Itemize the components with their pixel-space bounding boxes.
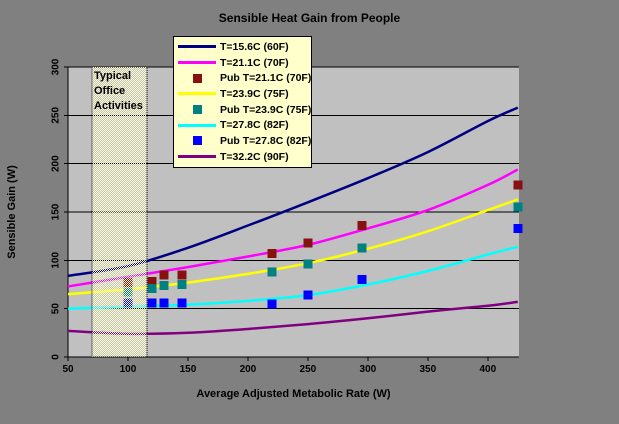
typical-office-activities-band[interactable] <box>91 66 148 358</box>
x-tick-label: 200 <box>240 364 257 375</box>
y-tick-label: 300 <box>51 58 62 75</box>
series-line-T=15.6C (60F)[interactable] <box>67 106 519 278</box>
series-marker-Pub T=23.9C (75F)[interactable] <box>147 283 157 293</box>
x-tick-label: 250 <box>300 364 317 375</box>
series-marker-Pub T=21.1C (70F)[interactable] <box>267 249 277 259</box>
series-marker-Pub T=27.8C (82F)[interactable] <box>513 223 523 233</box>
legend-label: Pub T=23.9C (75F) <box>220 103 312 116</box>
series-marker-Pub T=21.1C (70F)[interactable] <box>513 180 523 190</box>
series-marker-Pub T=27.8C (82F)[interactable] <box>303 290 313 300</box>
legend-label: T=15.6C (60F) <box>220 40 289 53</box>
y-tick-label: 250 <box>51 107 62 124</box>
series-marker-Pub T=21.1C (70F)[interactable] <box>357 221 367 231</box>
legend-line-swatch <box>174 123 220 127</box>
series-marker-Pub T=27.8C (82F)[interactable] <box>177 298 187 308</box>
legend-item-6[interactable]: Pub T=27.8C (82F) <box>174 133 311 149</box>
band-label-line: Office <box>94 85 126 97</box>
legend-item-0[interactable]: T=15.6C (60F) <box>174 39 311 55</box>
y-tick-label: 100 <box>51 252 62 269</box>
series-marker-Pub T=21.1C (70F)[interactable] <box>147 277 157 287</box>
series-marker-Pub T=27.8C (82F)[interactable] <box>267 299 277 309</box>
legend-line-swatch <box>174 155 220 159</box>
legend-item-4[interactable]: Pub T=23.9C (75F) <box>174 102 311 118</box>
x-tick-label: 150 <box>180 364 197 375</box>
y-tick-label: 50 <box>51 303 62 315</box>
legend-label: T=32.2C (90F) <box>220 150 289 163</box>
x-axis-title: Average Adjusted Metabolic Rate (W) <box>196 388 391 400</box>
legend-item-7[interactable]: T=32.2C (90F) <box>174 149 311 165</box>
legend-label: Pub T=21.1C (70F) <box>220 72 312 85</box>
series-marker-Pub T=23.9C (75F)[interactable] <box>513 202 523 212</box>
series-marker-Pub T=27.8C (82F)[interactable] <box>357 275 367 285</box>
chart-title: Sensible Heat Gain from People <box>218 11 401 25</box>
band-label-line: Activities <box>94 100 143 112</box>
legend-line-swatch <box>174 61 220 65</box>
series-marker-Pub T=21.1C (70F)[interactable] <box>159 270 169 280</box>
legend-square-swatch <box>174 73 220 83</box>
legend-item-3[interactable]: T=23.9C (75F) <box>174 86 311 102</box>
x-tick-label: 350 <box>419 364 436 375</box>
legend-square-swatch <box>174 105 220 115</box>
legend-item-5[interactable]: T=27.8C (82F) <box>174 117 311 133</box>
x-tick-label: 400 <box>479 364 496 375</box>
series-marker-Pub T=27.8C (82F)[interactable] <box>147 298 157 308</box>
series-marker-Pub T=27.8C (82F)[interactable] <box>159 298 169 308</box>
legend-label: T=23.9C (75F) <box>220 87 289 100</box>
y-tick-label: 150 <box>51 203 62 220</box>
x-tick-label: 50 <box>62 364 74 375</box>
series-marker-Pub T=23.9C (75F)[interactable] <box>357 243 367 253</box>
y-tick-label: 0 <box>51 354 62 360</box>
legend[interactable]: T=15.6C (60F) T=21.1C (70F) Pub T=21.1C (7… <box>173 36 312 168</box>
band-label-line: Typical <box>94 70 132 82</box>
typical-office-activities-label: Typical Office Activities <box>94 69 150 114</box>
series-marker-Pub T=23.9C (75F)[interactable] <box>303 259 313 269</box>
legend-label: T=27.8C (82F) <box>220 119 289 132</box>
legend-item-2[interactable]: Pub T=21.1C (70F) <box>174 70 311 86</box>
x-tick-label: 300 <box>360 364 377 375</box>
legend-line-swatch <box>174 92 220 96</box>
series-marker-Pub T=23.9C (75F)[interactable] <box>267 267 277 277</box>
series-marker-Pub T=23.9C (75F)[interactable] <box>159 280 169 290</box>
x-tick-label: 100 <box>120 364 137 375</box>
legend-square-swatch <box>174 136 220 146</box>
y-axis-title: Sensible Gain (W) <box>6 165 18 259</box>
y-tick-label: 200 <box>51 155 62 172</box>
legend-line-swatch <box>174 45 220 49</box>
series-marker-Pub T=21.1C (70F)[interactable] <box>177 270 187 280</box>
legend-item-1[interactable]: T=21.1C (70F) <box>174 55 311 71</box>
series-marker-Pub T=23.9C (75F)[interactable] <box>177 280 187 289</box>
legend-label: Pub T=27.8C (82F) <box>220 134 312 147</box>
series-marker-Pub T=21.1C (70F)[interactable] <box>303 238 313 248</box>
legend-label: T=21.1C (70F) <box>220 56 289 69</box>
